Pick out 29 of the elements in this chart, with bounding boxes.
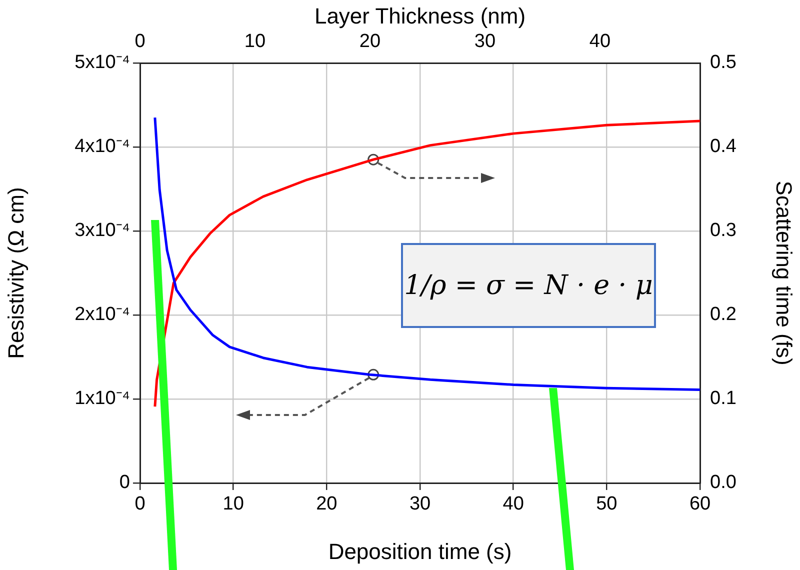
x-tick-label: 50 (596, 494, 618, 515)
x-tick-label: 20 (316, 494, 338, 515)
x2-axis-title: Layer Thickness (nm) (314, 3, 526, 28)
y-axis-title: Resistivity (Ω cm) (3, 187, 28, 359)
x-axis-title: Deposition time (s) (328, 538, 512, 564)
y2-axis-title: Scattering time (fs) (772, 180, 797, 366)
x-tick-label: 30 (409, 494, 431, 515)
x2-tick-label: 40 (589, 30, 611, 52)
x2-tick-label: 0 (134, 30, 146, 52)
y2-tick-label: 0.5 (710, 52, 736, 74)
y-tick-label: 4x10⁻⁴ (74, 136, 130, 158)
x-tick-label: 10 (222, 494, 244, 515)
annotation: 1/ρ = σ = N · e · μ (401, 243, 656, 328)
x-tick-label: 40 (502, 494, 524, 515)
y2-tick-label: 0.0 (710, 472, 736, 494)
y2-tick-label: 0.1 (710, 388, 736, 410)
y-tick-label: 5x10⁻⁴ (74, 52, 130, 74)
x2-tick-label: 20 (359, 30, 381, 52)
x-tick-label: 60 (689, 494, 711, 515)
y-tick-label: 0 (119, 472, 130, 494)
y-tick-label: 3x10⁻⁴ (74, 220, 130, 242)
y-tick-label: 1x10⁻⁴ (74, 388, 130, 410)
x2-tick-label: 10 (244, 30, 266, 52)
x-tick-label: 0 (134, 494, 146, 515)
y2-tick-label: 0.2 (710, 304, 736, 326)
y2-tick-label: 0.4 (710, 136, 737, 158)
y-tick-label: 2x10⁻⁴ (74, 304, 130, 326)
x2-tick-label: 30 (474, 30, 496, 52)
y2-tick-label: 0.3 (710, 220, 736, 242)
